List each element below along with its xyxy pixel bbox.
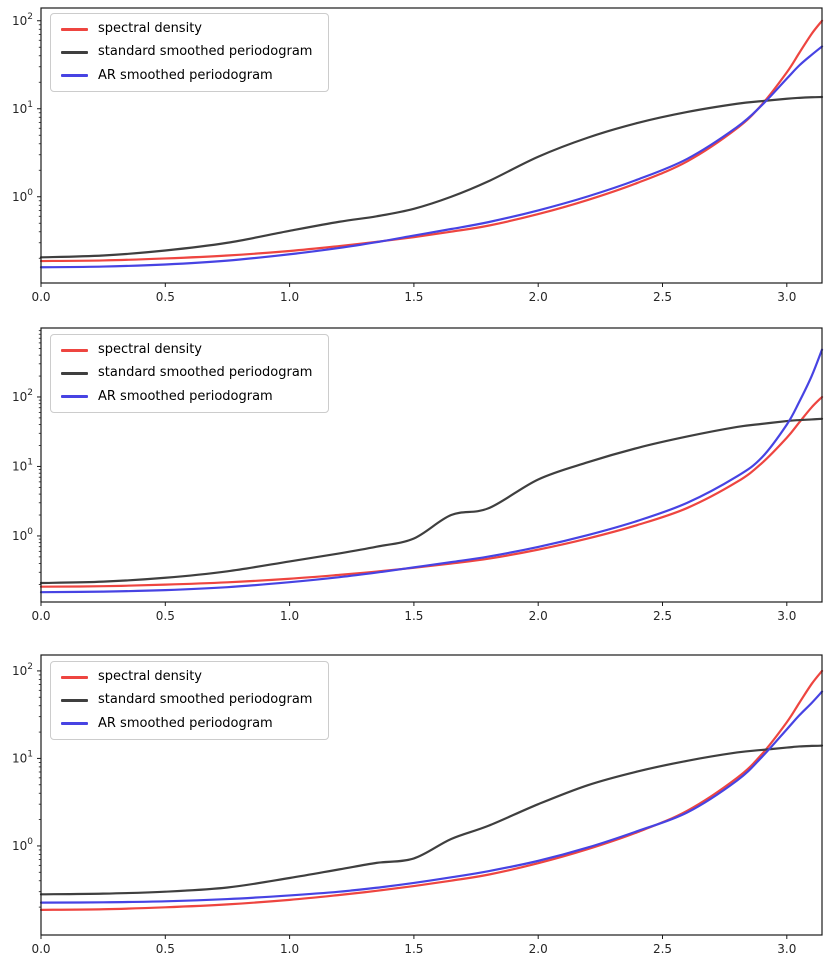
y-tick-label: 100 [12,837,33,853]
legend-item-spectral-density: spectral density [61,342,312,358]
legend-label: spectral density [98,342,202,357]
spectral-density-line-swatch [61,348,88,352]
legend-item-ar-smoothed-periodogram: AR smoothed periodogram [61,716,312,732]
x-tick-label: 0.5 [156,609,175,623]
plot-1-curve-AR-smoothed-periodogram [39,45,824,269]
x-tick-label: 2.0 [529,942,548,956]
legend-label: standard smoothed periodogram [98,44,313,60]
legend-label: standard smoothed periodogram [98,365,313,381]
plot-3-curve-spectral-density [39,669,824,911]
plot-2-legend: spectral density standard smoothed perio… [50,334,330,413]
x-tick-label: 1.5 [404,942,423,956]
legend-label: spectral density [98,669,202,684]
plot-3-spines [40,654,823,936]
y-major-ticks: 100 101 102 [12,12,41,204]
x-tick-label: 0.5 [156,942,175,956]
legend-label: AR smoothed periodogram [98,67,273,83]
x-tick-label: 1.0 [280,942,299,956]
y-major-ticks: 100 101 102 [12,388,41,543]
standard-smoothed-periodogram-line-swatch [61,698,88,702]
plot-2-curve-AR-smoothed-periodogram [39,348,824,594]
standard-smoothed-periodogram-line-swatch [61,50,88,54]
plot-3-curve-standard-smoothed-periodogram [39,744,824,896]
x-tick-label: 2.0 [529,609,548,623]
standard-smoothed-periodogram-line-swatch [61,371,88,375]
plot-3-curve-AR-smoothed-periodogram [39,690,824,904]
x-ticks: 0.0 0.5 1.0 1.5 2.0 2.5 3.0 [31,602,796,623]
legend-item-standard-smoothed-periodogram: standard smoothed periodogram [61,44,312,60]
x-tick-label: 3.0 [777,290,796,304]
y-tick-label: 101 [12,100,33,116]
x-tick-label: 2.5 [653,942,672,956]
x-tick-label: 1.0 [280,609,299,623]
x-tick-label: 2.5 [653,609,672,623]
x-tick-label: 0.0 [31,942,50,956]
legend-item-ar-smoothed-periodogram: AR smoothed periodogram [61,389,312,405]
plot-2-curve-spectral-density [39,395,824,588]
legend-item-standard-smoothed-periodogram: standard smoothed periodogram [61,692,312,708]
ar-smoothed-periodogram-line-swatch [61,395,88,399]
legend-label: spectral density [98,21,202,36]
plot-1-curve-spectral-density [39,19,824,263]
y-tick-label: 102 [12,662,33,678]
legend-item-spectral-density: spectral density [61,669,312,685]
plot-1-legend: spectral density standard smoothed perio… [50,13,330,92]
x-tick-label: 0.0 [31,609,50,623]
plot-2-axes: 100 101 102 0.0 0.5 1.0 1.5 2.0 2.5 3.0 [12,327,824,623]
y-major-ticks: 100 101 102 [12,662,41,853]
spectral-density-line-swatch [61,675,88,679]
legend-item-ar-smoothed-periodogram: AR smoothed periodogram [61,68,312,84]
legend-item-spectral-density: spectral density [61,21,312,37]
plot-1-curve-standard-smoothed-periodogram [39,95,824,259]
x-tick-label: 2.0 [529,290,548,304]
plot-3-axes: 100 101 102 0.0 0.5 1.0 1.5 2.0 2.5 3.0 [12,654,824,956]
y-tick-label: 102 [12,12,33,28]
x-tick-label: 0.5 [156,290,175,304]
x-ticks: 0.0 0.5 1.0 1.5 2.0 2.5 3.0 [31,935,796,956]
x-tick-label: 3.0 [777,942,796,956]
y-tick-label: 102 [12,388,33,404]
y-tick-label: 100 [12,188,33,204]
plot-1-spines [40,7,823,284]
legend-label: AR smoothed periodogram [98,388,273,404]
legend-label: standard smoothed periodogram [98,692,313,708]
x-tick-label: 1.5 [404,609,423,623]
y-tick-label: 101 [12,457,33,473]
x-tick-label: 0.0 [31,290,50,304]
x-tick-label: 1.5 [404,290,423,304]
ar-smoothed-periodogram-line-swatch [61,74,88,78]
plot-1-axes: 100 101 102 0.0 0.5 1.0 1.5 2.0 2.5 3.0 [12,7,824,304]
x-ticks: 0.0 0.5 1.0 1.5 2.0 2.5 3.0 [31,283,796,304]
spectral-density-line-swatch [61,27,88,31]
ar-smoothed-periodogram-line-swatch [61,722,88,726]
plot-3-legend: spectral density standard smoothed perio… [50,661,330,740]
x-tick-label: 3.0 [777,609,796,623]
x-tick-label: 2.5 [653,290,672,304]
legend-item-standard-smoothed-periodogram: standard smoothed periodogram [61,365,312,381]
x-tick-label: 1.0 [280,290,299,304]
y-tick-label: 101 [12,749,33,765]
y-tick-label: 100 [12,527,33,543]
plot-2-spines [40,327,823,603]
legend-label: AR smoothed periodogram [98,715,273,731]
plot-2-curve-standard-smoothed-periodogram [39,417,824,585]
